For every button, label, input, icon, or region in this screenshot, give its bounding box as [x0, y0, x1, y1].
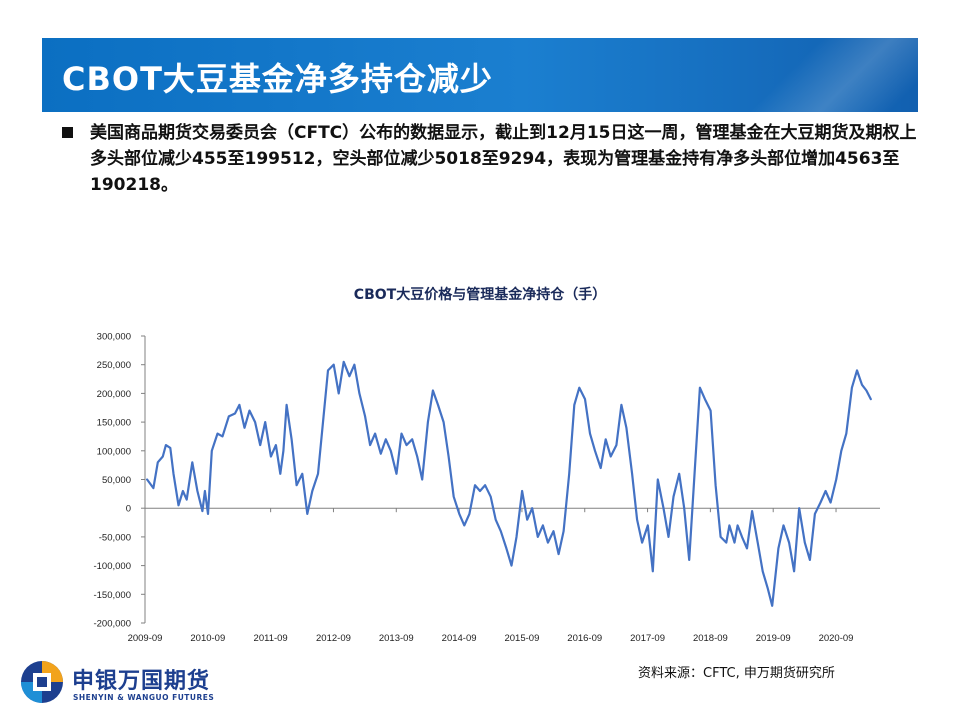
logo-name-en: SHENYIN & WANGUO FUTURES	[73, 693, 215, 702]
y-tick-label: 0	[126, 504, 131, 515]
y-tick-label: 50,000	[102, 475, 131, 486]
x-tick-label: 2018-09	[693, 633, 728, 644]
y-tick-label: 150,000	[97, 418, 131, 429]
chart-title: CBOT大豆价格与管理基金净持仓（手）	[353, 287, 607, 303]
x-tick-label: 2019-09	[756, 633, 791, 644]
y-tick-label: -50,000	[99, 532, 131, 543]
y-tick-label: 200,000	[97, 389, 131, 400]
x-tick-label: 2017-09	[630, 633, 665, 644]
x-tick-label: 2010-09	[190, 633, 225, 644]
x-tick-label: 2011-09	[254, 633, 288, 644]
source-note: 资料来源：CFTC, 申万期货研究所	[638, 666, 835, 681]
body-paragraph: 美国商品期货交易委员会（CFTC）公布的数据显示，截止到12月15日这一周，管理…	[90, 123, 917, 195]
y-tick-label: 250,000	[97, 360, 131, 371]
x-tick-label: 2012-09	[316, 633, 351, 644]
y-tick-label: 100,000	[97, 446, 131, 457]
title-bar: CBOT大豆基金净多持仓减少	[42, 38, 918, 112]
y-tick-label: 300,000	[97, 332, 131, 343]
x-tick-label: 2016-09	[567, 633, 602, 644]
x-tick-label: 2014-09	[442, 633, 477, 644]
series-line	[146, 360, 872, 607]
logo-name-cn: 申银万国期货	[72, 669, 211, 694]
x-tick-label: 2009-09	[128, 633, 163, 644]
bullet-square-icon	[62, 127, 73, 138]
x-tick-label: 2015-09	[504, 633, 539, 644]
y-tick-label: -150,000	[93, 590, 131, 601]
y-tick-label: -100,000	[93, 561, 131, 572]
logo-icon	[20, 660, 64, 704]
slide-title: CBOT大豆基金净多持仓减少	[62, 60, 493, 98]
y-tick-label: -200,000	[93, 619, 131, 630]
x-tick-label: 2013-09	[379, 633, 414, 644]
x-tick-label: 2020-09	[819, 633, 854, 644]
